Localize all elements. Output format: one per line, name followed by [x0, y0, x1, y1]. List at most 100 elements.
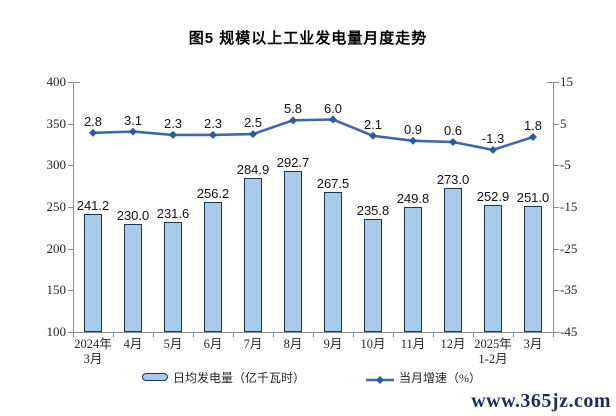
y-tick-label-right: -5 — [560, 157, 571, 173]
bar-value-label: 256.2 — [196, 185, 230, 201]
bar-value-label: 252.9 — [476, 188, 510, 204]
line-point — [449, 138, 457, 146]
line-point — [249, 130, 257, 139]
y-axis-left — [73, 82, 74, 332]
x-axis-tick — [193, 333, 194, 337]
y-tick-label-left: 300 — [46, 157, 67, 173]
y-axis-left-tick — [68, 290, 73, 292]
y-axis-right-top-tick — [547, 82, 554, 83]
legend-item-bar: 日均发电量（亿千瓦时） — [142, 368, 305, 386]
line-point — [329, 115, 337, 124]
x-axis-tick — [73, 333, 74, 337]
x-axis-tick — [113, 333, 114, 337]
line-series-swatch — [366, 372, 394, 384]
y-tick-label-right: -35 — [560, 282, 578, 298]
bar — [204, 201, 222, 332]
y-tick-label-left: 250 — [46, 199, 67, 214]
x-tick-label: 10月 — [360, 337, 386, 351]
y-axis-right-tick — [554, 82, 559, 83]
y-axis-right-tick — [554, 290, 559, 292]
line-point — [369, 131, 377, 140]
bar-value-label: 230.0 — [116, 207, 150, 223]
watermark-text: www.365jz.com — [471, 390, 611, 412]
y-axis-left-tick — [68, 207, 73, 208]
bar-value-label: 292.7 — [276, 155, 310, 171]
x-tick-label: 11月 — [400, 337, 426, 351]
y-axis-right-tick — [554, 165, 559, 167]
legend: 日均发电量（亿千瓦时） 当月增速（%） — [0, 368, 616, 388]
y-tick-label-right: 15 — [560, 74, 573, 89]
chart-title: 图5 规模以上工业发电量月度走势 — [188, 30, 428, 47]
x-axis-tick — [553, 333, 554, 337]
x-axis-tick — [313, 333, 314, 337]
x-tick-label: 2025年 1-2月 — [474, 337, 512, 366]
y-axis-left-tick — [68, 82, 73, 83]
bar-value-label: 241.2 — [76, 198, 110, 214]
line-point — [489, 145, 497, 154]
bar — [164, 222, 182, 332]
x-axis-tick — [393, 333, 394, 337]
bar — [324, 192, 342, 332]
x-tick-label: 7月 — [243, 337, 263, 351]
line-point — [129, 127, 137, 136]
y-axis-right-tick — [554, 207, 559, 208]
bar-value-label: 284.9 — [236, 161, 270, 177]
x-axis-tick — [433, 333, 434, 337]
line-value-label: 5.8 — [283, 101, 303, 117]
bar — [484, 204, 502, 332]
bar-value-label: 267.5 — [316, 176, 350, 192]
legend-line-label: 当月增速（%） — [399, 370, 481, 385]
y-tick-label-left: 150 — [46, 282, 67, 298]
y-axis-left-top-tick — [73, 82, 80, 83]
y-axis-right-tick — [554, 123, 559, 125]
y-axis-left-tick — [68, 123, 73, 125]
x-axis-tick — [353, 333, 354, 337]
y-axis-right — [553, 82, 554, 332]
y-tick-label-right: -45 — [560, 324, 578, 339]
y-axis-left-tick — [68, 332, 73, 333]
y-axis-left-tick — [68, 248, 73, 250]
line-point — [529, 133, 537, 141]
bar — [84, 214, 102, 332]
x-tick-label: 6月 — [203, 337, 223, 351]
bar — [404, 207, 422, 332]
line-point — [289, 116, 297, 125]
y-tick-label-right: -15 — [560, 199, 578, 214]
bar-value-label: 235.8 — [356, 202, 390, 218]
bar-value-label: 231.6 — [156, 206, 190, 222]
line-value-label: 6.0 — [323, 100, 343, 116]
bar — [124, 223, 142, 332]
y-axis-right-tick — [554, 248, 559, 250]
legend-bar-label: 日均发电量（亿千瓦时） — [173, 370, 306, 385]
bar-value-label: 251.0 — [516, 190, 550, 206]
line-point — [209, 130, 217, 139]
y-axis-right-tick — [554, 332, 559, 333]
bar — [284, 171, 302, 332]
y-tick-label-left: 400 — [46, 74, 67, 89]
line-point — [409, 136, 417, 145]
y-tick-label-left: 350 — [46, 115, 67, 131]
x-axis-tick — [273, 333, 274, 337]
line-value-label: 2.5 — [243, 115, 263, 131]
bar-value-label: 249.8 — [396, 191, 430, 207]
x-tick-label: 8月 — [283, 337, 303, 351]
y-tick-label-left: 200 — [46, 240, 67, 256]
bar — [364, 218, 382, 332]
line-point — [89, 128, 97, 137]
y-tick-label-right: 5 — [560, 115, 567, 131]
x-tick-label: 2024年 3月 — [74, 337, 112, 366]
x-axis-tick — [513, 333, 514, 337]
x-tick-label: 3月 — [523, 337, 543, 351]
bar-series-swatch — [142, 373, 168, 381]
legend-item-line: 当月增速（%） — [366, 368, 481, 386]
bar — [244, 177, 262, 332]
x-axis-tick — [233, 333, 234, 337]
line-point — [169, 130, 177, 139]
line-value-label: -1.3 — [481, 130, 505, 146]
y-axis-left-tick — [68, 165, 73, 167]
x-tick-label: 5月 — [163, 337, 183, 351]
x-tick-label: 12月 — [440, 337, 466, 351]
x-axis — [73, 332, 554, 333]
line-value-label: 1.8 — [523, 118, 543, 133]
